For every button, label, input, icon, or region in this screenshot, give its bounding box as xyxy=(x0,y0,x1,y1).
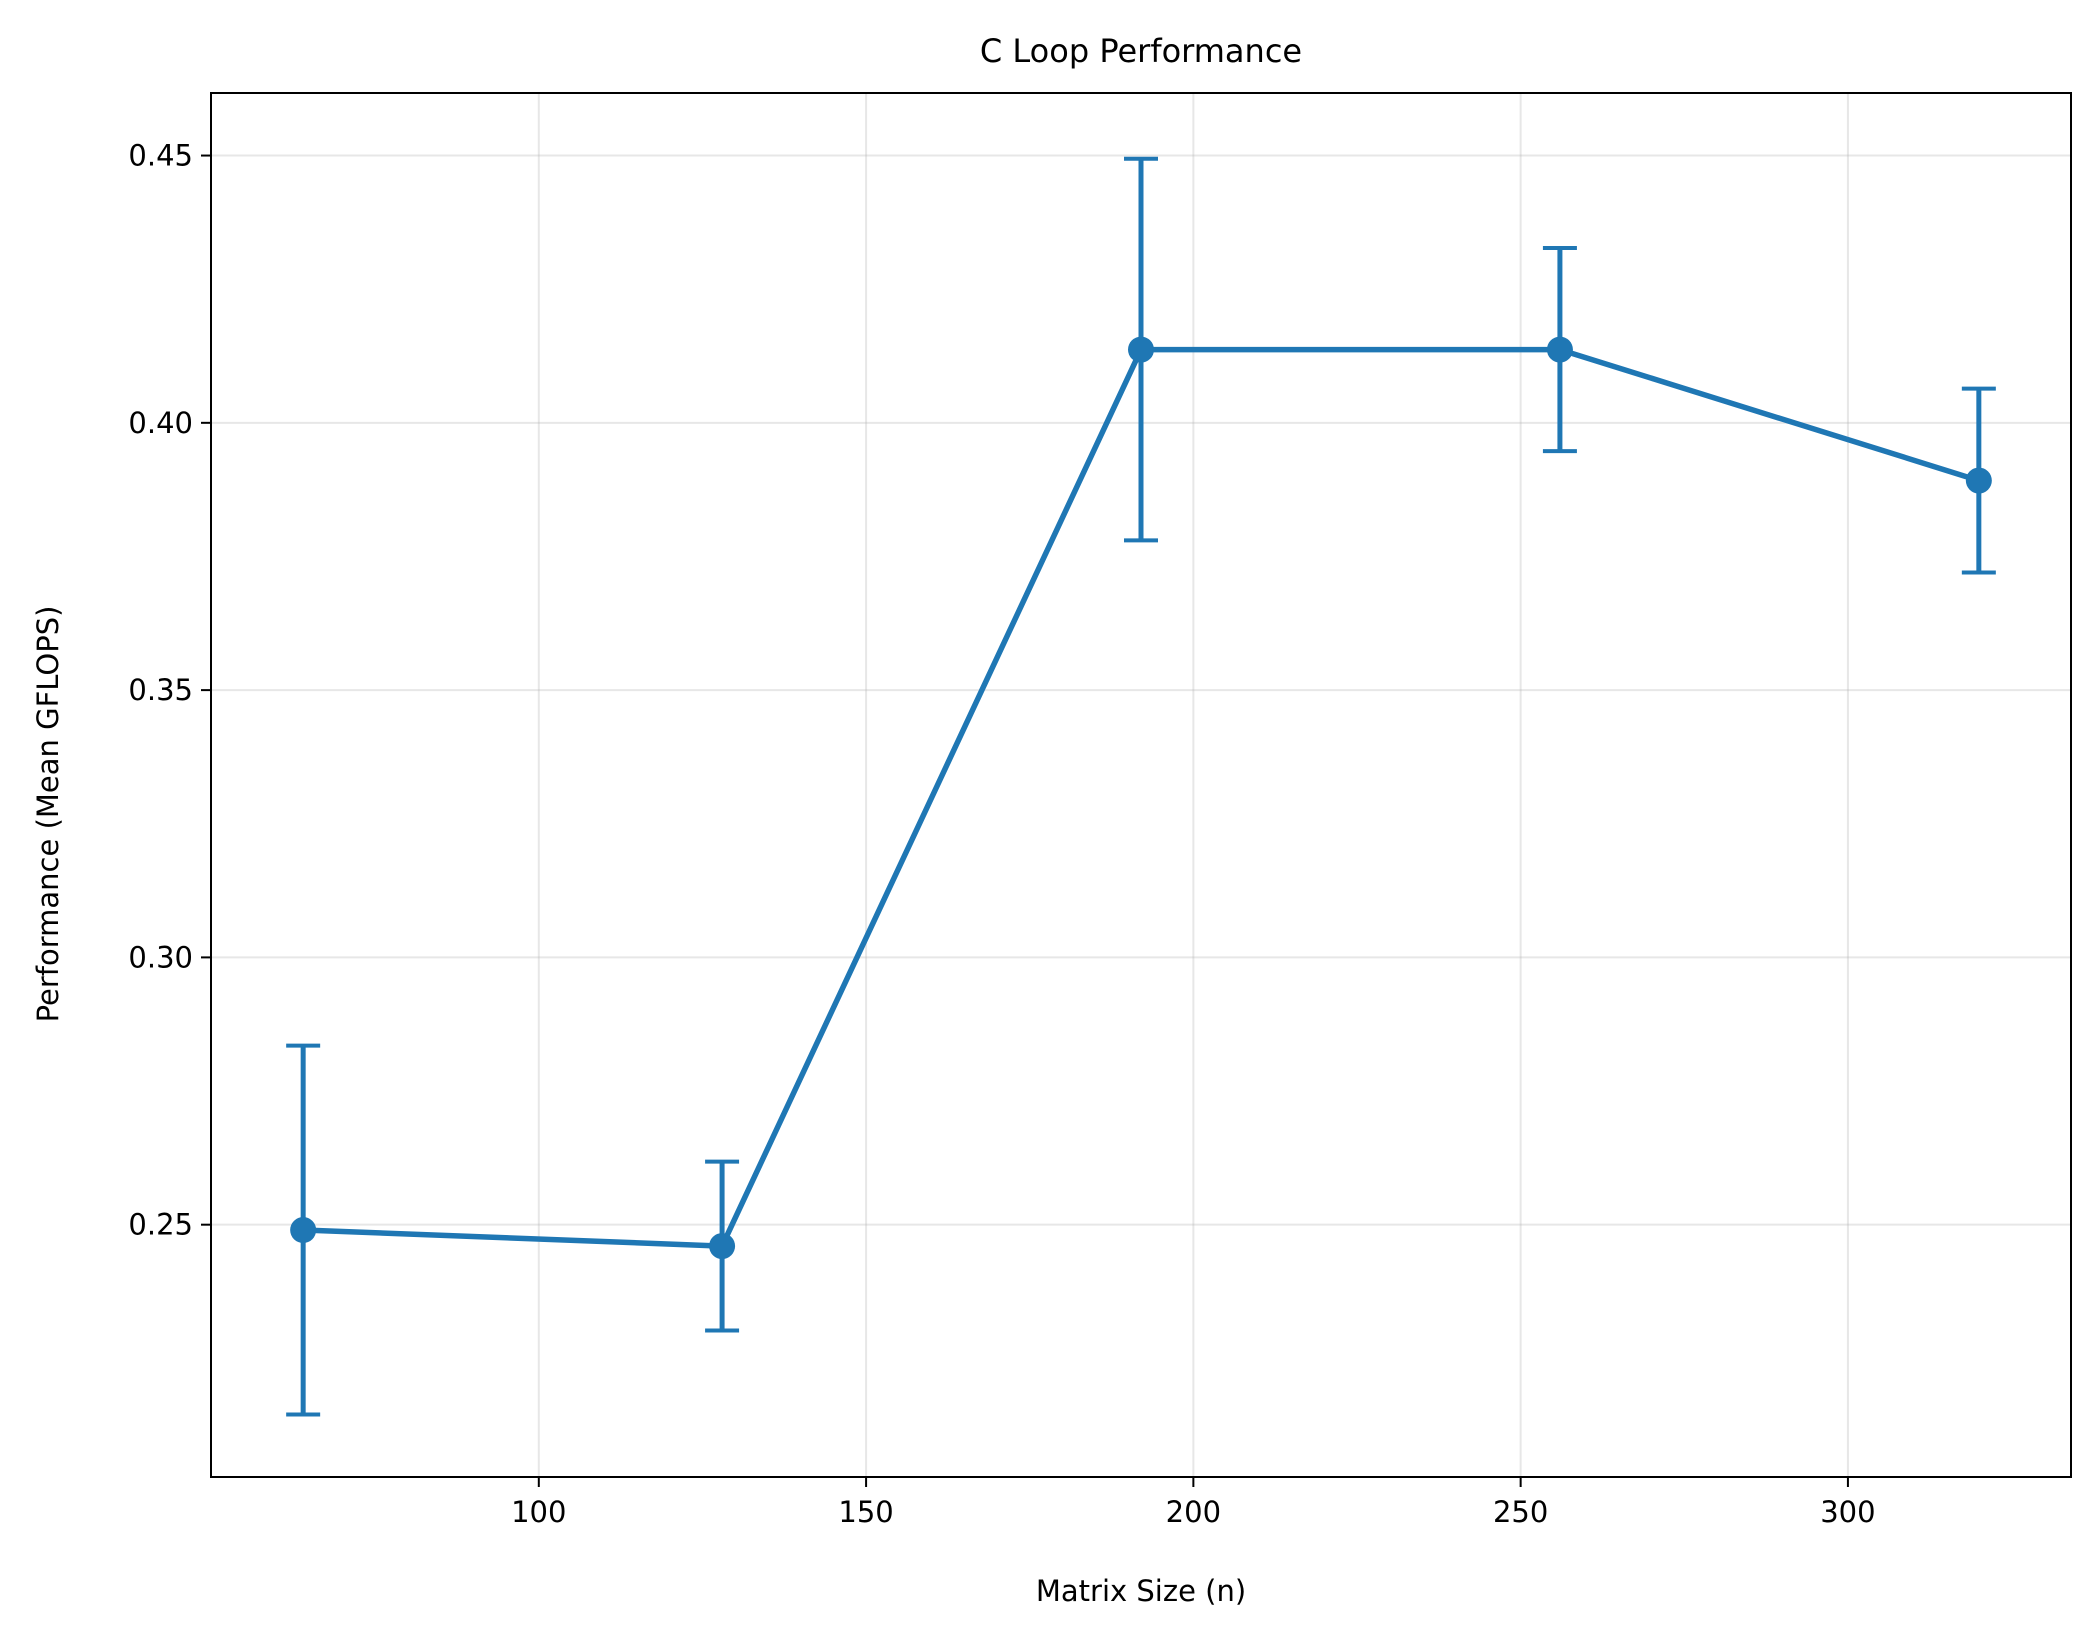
series-layer xyxy=(286,156,1996,1417)
data-point xyxy=(1546,336,1573,363)
data-point xyxy=(1128,336,1154,363)
x-tick-label: 250 xyxy=(1493,1495,1548,1529)
x-tick-label: 150 xyxy=(838,1495,893,1529)
x-tick-label: 300 xyxy=(1820,1495,1875,1529)
y-tick-label: 0.25 xyxy=(128,1208,193,1242)
chart-title: C Loop Performance xyxy=(980,32,1302,70)
plot-frame xyxy=(210,92,2072,1478)
y-tick-label: 0.30 xyxy=(128,940,193,974)
y-tick-label: 0.45 xyxy=(128,139,193,173)
data-point xyxy=(290,1217,317,1244)
ticks: 100 150 200 250 300 0.25 0.30 0.35 0.40 0.45 xyxy=(128,139,1875,1529)
y-axis-label: Performance (Mean GFLOPS) xyxy=(31,606,65,1023)
x-tick-label: 200 xyxy=(1166,1495,1221,1529)
y-tick-label: 0.40 xyxy=(128,406,193,440)
data-point xyxy=(1965,467,1992,494)
x-tick-label: 100 xyxy=(511,1495,566,1529)
data-point xyxy=(709,1233,736,1260)
x-axis-label: Matrix Size (n) xyxy=(1036,1574,1246,1608)
y-tick-label: 0.35 xyxy=(128,673,193,707)
